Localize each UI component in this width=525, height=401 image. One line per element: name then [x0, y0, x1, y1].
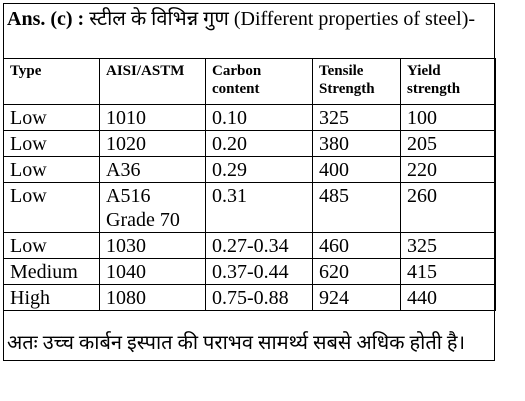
cell-yield: 325: [400, 232, 496, 259]
header-type: Type: [3, 58, 100, 105]
cell-tensile: 380: [312, 130, 401, 157]
cell-type: Medium: [3, 258, 100, 285]
cell-aisi-astm: 1010: [99, 104, 206, 131]
cell-yield: 440: [400, 284, 496, 311]
cell-type: Low: [3, 130, 100, 157]
header-yield-strength: Yield strength: [400, 58, 496, 105]
header-aisi-astm: AISI/ASTM: [99, 58, 206, 105]
table-row: Low 1010 0.10 325 100: [3, 104, 496, 131]
cell-type: Low: [3, 182, 100, 233]
table-row: Low 1020 0.20 380 205: [3, 130, 496, 157]
table-row: Low A36 0.29 400 220: [3, 156, 496, 183]
cell-type: Low: [3, 232, 100, 259]
steel-properties-table: Type AISI/ASTM Carbon content Tensile St…: [3, 58, 496, 311]
cell-carbon: 0.29: [205, 156, 313, 183]
cell-tensile: 620: [312, 258, 401, 285]
table-row: Medium 1040 0.37-0.44 620 415: [3, 258, 496, 285]
cell-tensile: 460: [312, 232, 401, 259]
cell-yield: 260: [400, 182, 496, 233]
cell-aisi-astm: 1020: [99, 130, 206, 157]
cell-type: High: [3, 284, 100, 311]
cell-tensile: 485: [312, 182, 401, 233]
cell-type: Low: [3, 104, 100, 131]
cell-yield: 205: [400, 130, 496, 157]
cell-aisi-astm: 1040: [99, 258, 206, 285]
table-row: Low 1030 0.27-0.34 460 325: [3, 232, 496, 259]
cell-carbon: 0.37-0.44: [205, 258, 313, 285]
table-row: Low A516 Grade 70 0.31 485 260: [3, 182, 496, 233]
cell-yield: 100: [400, 104, 496, 131]
answer-heading: Ans. (c) : स्टील के विभिन्न गुण (Differe…: [7, 6, 487, 32]
cell-aisi-astm: A36: [99, 156, 206, 183]
cell-carbon: 0.27-0.34: [205, 232, 313, 259]
table-row: High 1080 0.75-0.88 924 440: [3, 284, 496, 311]
answer-label: Ans. (c) :: [7, 8, 85, 30]
cell-aisi-astm: 1030: [99, 232, 206, 259]
cell-type: Low: [3, 156, 100, 183]
cell-tensile: 924: [312, 284, 401, 311]
cell-aisi-astm: 1080: [99, 284, 206, 311]
conclusion-text: अतः उच्च कार्बन इस्पात की पराभव सामर्थ्य…: [7, 332, 466, 354]
cell-carbon: 0.10: [205, 104, 313, 131]
cell-tensile: 400: [312, 156, 401, 183]
header-carbon-content: Carbon content: [205, 58, 313, 105]
table-header-row: Type AISI/ASTM Carbon content Tensile St…: [3, 58, 496, 105]
cell-carbon: 0.75-0.88: [205, 284, 313, 311]
cell-yield: 415: [400, 258, 496, 285]
cell-carbon: 0.20: [205, 130, 313, 157]
cell-aisi-astm: A516 Grade 70: [99, 182, 206, 233]
cell-carbon: 0.31: [205, 182, 313, 233]
heading-text: स्टील के विभिन्न गुण (Different properti…: [89, 8, 476, 30]
cell-yield: 220: [400, 156, 496, 183]
cell-tensile: 325: [312, 104, 401, 131]
header-tensile-strength: Tensile Strength: [312, 58, 401, 105]
